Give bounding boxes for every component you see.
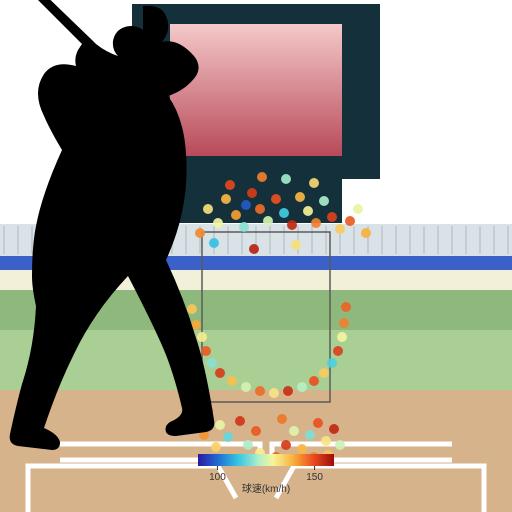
colorbar-tick-label: 100 (209, 472, 226, 483)
pitch-point (187, 304, 197, 314)
pitch-point (281, 174, 291, 184)
pitch-point (341, 302, 351, 312)
pitch-point (305, 430, 315, 440)
pitch-point (295, 192, 305, 202)
pitch-point (197, 332, 207, 342)
pitch-point (215, 368, 225, 378)
pitch-point (339, 318, 349, 328)
pitch-point (223, 432, 233, 442)
pitch-point (279, 208, 289, 218)
pitch-point (271, 194, 281, 204)
pitch-point (241, 200, 251, 210)
pitch-point (225, 180, 235, 190)
pitch-point (221, 194, 231, 204)
pitch-point (255, 386, 265, 396)
pitch-point (327, 212, 337, 222)
pitch-point (345, 216, 355, 226)
pitch-point (195, 228, 205, 238)
pitch-point (209, 238, 219, 248)
pitch-point (227, 376, 237, 386)
pitch-point (289, 426, 299, 436)
pitch-point (255, 204, 265, 214)
pitch-point (231, 210, 241, 220)
pitch-point (257, 172, 267, 182)
pitch-point (287, 220, 297, 230)
pitch-point (247, 188, 257, 198)
colorbar-axis-label: 球速(km/h) (242, 482, 290, 495)
pitch-location-figure: 100 150 球速(km/h) (0, 0, 512, 512)
pitch-point (283, 386, 293, 396)
pitch-point (327, 358, 337, 368)
pitch-point (241, 382, 251, 392)
pitch-point (309, 178, 319, 188)
pitch-point (263, 216, 273, 226)
pitch-point (333, 346, 343, 356)
pitch-point (329, 424, 339, 434)
pitch-point (311, 218, 321, 228)
pitch-point (303, 206, 313, 216)
pitch-point (319, 196, 329, 206)
pitch-point (239, 222, 249, 232)
pitch-point (335, 440, 345, 450)
pitch-point (313, 418, 323, 428)
pitch-point (297, 382, 307, 392)
pitch-point (211, 442, 221, 452)
pitch-point (321, 436, 331, 446)
pitch-point (207, 358, 217, 368)
pitch-point (243, 440, 253, 450)
pitch-point (269, 388, 279, 398)
pitch-point (353, 204, 363, 214)
pitch-point (337, 332, 347, 342)
pitch-point (213, 218, 223, 228)
pitch-point (361, 228, 371, 238)
pitch-point (297, 444, 307, 454)
pitch-point (201, 346, 211, 356)
pitch-point (291, 240, 301, 250)
pitch-point (203, 204, 213, 214)
pitch-point (281, 440, 291, 450)
pitch-point (235, 416, 245, 426)
colorbar-tick-label: 150 (306, 472, 323, 483)
pitch-point (215, 420, 225, 430)
pitch-point (309, 376, 319, 386)
pitch-point (251, 426, 261, 436)
pitch-point (249, 244, 259, 254)
pitch-point (319, 368, 329, 378)
pitch-point (335, 224, 345, 234)
pitch-point (277, 414, 287, 424)
